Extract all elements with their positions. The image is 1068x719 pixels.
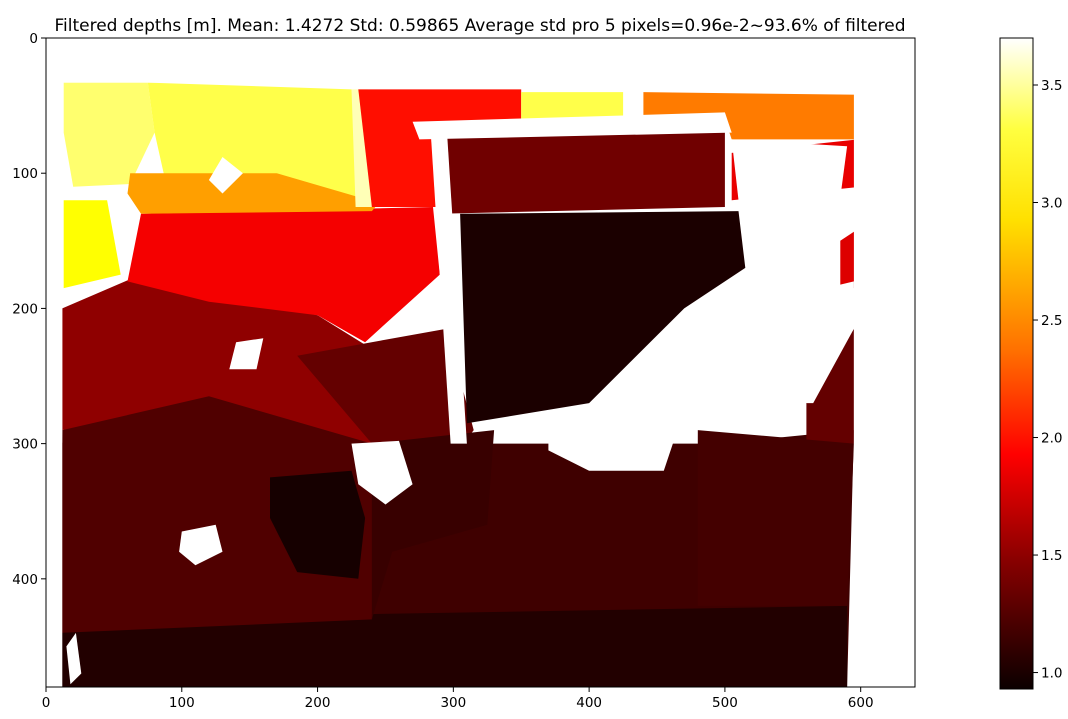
depth-region-right-lower-wall [806,328,854,451]
depth-region-upper-left-bright [63,82,155,187]
depth-region-left-edge-bright [63,200,121,289]
colorbar-gradient [999,37,1034,690]
colorbar-tick-label: 3.0 [1041,196,1062,212]
depth-region-center-dark-block [460,211,746,424]
colorbar-tick-label: 2.5 [1041,313,1062,329]
x-tick-label: 600 [848,695,874,711]
depth-region-left-wall-lower [59,376,372,633]
depth-region-left-red-upper [127,207,440,343]
depth-hole-white-right-upper [731,139,848,201]
depth-region-upper-center-dark-red [433,119,725,214]
colorbar-tick-label: 1.5 [1041,548,1062,564]
depth-regions [59,82,861,687]
depth-region-center-dark-object [270,470,366,579]
x-tick-label: 300 [440,695,466,711]
y-tick-label: 400 [12,572,38,588]
missing-depth-holes [46,38,915,687]
depth-hole-outside-border-left [46,38,63,687]
depth-region-left-mid [62,274,372,444]
depth-region-center-mid [297,328,474,458]
y-axis: 0 100 200 300 400 [12,31,46,588]
colorbar-tick-label: 3.5 [1041,78,1062,94]
y-tick-label: 100 [12,166,38,182]
depth-hole-white-small-2 [229,338,264,370]
depth-hole-white-small-3 [351,440,413,505]
depth-region-upper-left-orange-band [127,173,379,214]
colorbar-tick-label: 1.0 [1041,666,1062,682]
y-tick-label: 0 [29,31,38,47]
colorbar-tick-label: 2.0 [1041,431,1062,447]
depth-hole-white-small-5 [66,632,82,685]
chart-title: Filtered depths [m]. Mean: 1.4272 Std: 0… [55,16,906,36]
depth-hole-white-vertical-strip [430,125,467,444]
colorbar-ticks: 1.0 1.5 2.0 2.5 3.0 3.5 [1033,78,1062,682]
plot-frame [45,37,916,688]
depth-region-bottom-band [59,605,848,687]
depth-hole-white-right-block [684,281,854,404]
x-tick-label: 0 [42,695,51,711]
x-axis: 0 100 200 300 400 500 600 [42,687,874,711]
x-tick-label: 100 [169,695,195,711]
depth-hole-white-center-lower [548,409,685,471]
y-tick-label: 200 [12,301,38,317]
y-tick-label: 300 [12,437,38,453]
depth-hole-white-small-4 [179,524,223,566]
depth-hole-white-small-1 [208,157,243,194]
x-tick-label: 400 [576,695,602,711]
colorbar: 1.0 1.5 2.0 2.5 3.0 3.5 [999,37,1062,690]
depth-hole-outside-border-top [46,38,915,83]
depth-hole-white-top-center [412,112,732,140]
x-tick-label: 500 [712,695,738,711]
depth-region-upper-right-orange [643,92,861,140]
x-tick-label: 200 [305,695,331,711]
depth-region-right-floor [697,430,854,606]
depth-hole-outside-border-right [853,78,915,687]
